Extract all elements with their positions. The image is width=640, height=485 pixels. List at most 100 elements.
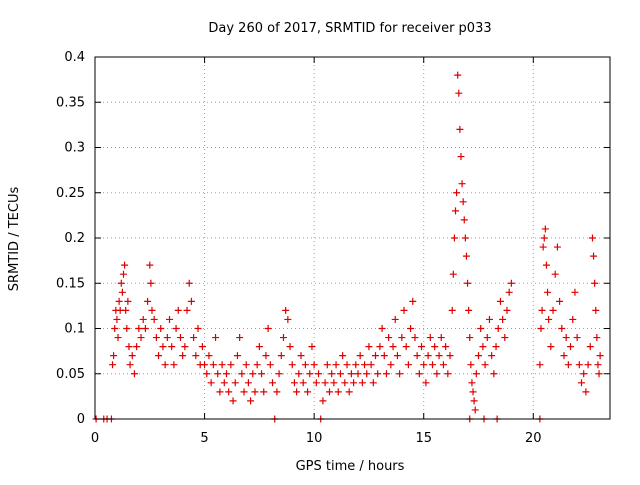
data-point [380,352,388,360]
data-point [343,361,351,369]
data-point [284,315,292,323]
data-point [596,352,604,360]
data-point [367,361,375,369]
data-point [505,288,513,296]
data-point [477,325,485,332]
data-point [225,388,233,396]
data-point [133,343,141,351]
data-point [339,352,347,360]
data-point [538,306,546,314]
data-point [553,243,561,251]
data-point [157,325,165,332]
data-point [212,334,220,342]
data-point [466,334,474,342]
data-point [207,379,215,387]
data-point [321,379,329,387]
data-point [462,252,470,260]
data-point [536,361,544,369]
data-point [396,370,404,378]
data-point [172,325,180,332]
data-point [549,306,557,314]
data-point [490,370,498,378]
y-tick-label: 0.35 [56,95,85,110]
data-point [358,379,366,387]
data-point [141,325,149,332]
data-point [347,370,355,378]
data-point [595,370,603,378]
data-point [220,379,228,387]
data-point [216,388,224,396]
data-point [282,306,290,314]
data-point [279,334,287,342]
data-point [201,361,209,369]
data-point [319,397,327,405]
data-point [352,361,360,369]
data-point [584,361,592,369]
data-point [209,361,217,369]
data-point [253,361,261,369]
data-point [262,352,270,360]
data-point [233,352,241,360]
data-point [236,334,244,342]
y-tick-label: 0.3 [64,141,85,156]
data-point [492,343,500,351]
data-point [426,334,434,342]
data-point [295,370,303,378]
data-point [273,388,281,396]
data-point [110,352,118,360]
y-tick-label: 0.25 [56,186,85,201]
data-point [485,315,493,323]
data-point [286,343,294,351]
data-point [183,306,191,314]
data-point [586,343,594,351]
data-point [372,352,380,360]
data-point [363,370,371,378]
data-point [551,270,559,278]
data-point [398,334,406,342]
data-point [147,279,155,287]
data-point [578,379,586,387]
data-point [350,379,358,387]
data-point [121,261,129,269]
data-point [330,379,338,387]
data-point [591,279,599,287]
plot-frame [94,56,611,420]
data-point [258,370,266,378]
data-point [114,334,122,342]
data-point [562,334,570,342]
data-point [308,343,316,351]
data-point [249,370,257,378]
x-tick-label: 10 [306,431,323,446]
data-point [409,297,417,305]
data-point [376,343,384,351]
data-point [255,343,263,351]
data-point [556,297,564,305]
x-tick-label: 5 [200,431,208,446]
data-point [503,306,511,314]
data-point [496,297,504,305]
data-point [437,334,445,342]
data-point [391,315,399,323]
data-point [544,288,552,296]
data-point [564,361,572,369]
data-point [448,306,456,314]
data-point [455,89,463,97]
data-point [575,361,583,369]
data-point [415,370,423,378]
data-points [92,71,604,423]
data-point [468,379,476,387]
data-point [582,388,590,396]
data-point [277,352,285,360]
data-point [356,352,364,360]
x-axis-label: GPS time / hours [296,459,405,474]
data-point [194,325,202,332]
data-point [159,343,167,351]
data-point [203,370,211,378]
data-point [269,379,277,387]
data-point [345,388,353,396]
data-point [456,125,464,133]
data-point [325,388,333,396]
y-axis-label: SRMTID / TECUs [7,187,22,292]
data-point [400,306,408,314]
